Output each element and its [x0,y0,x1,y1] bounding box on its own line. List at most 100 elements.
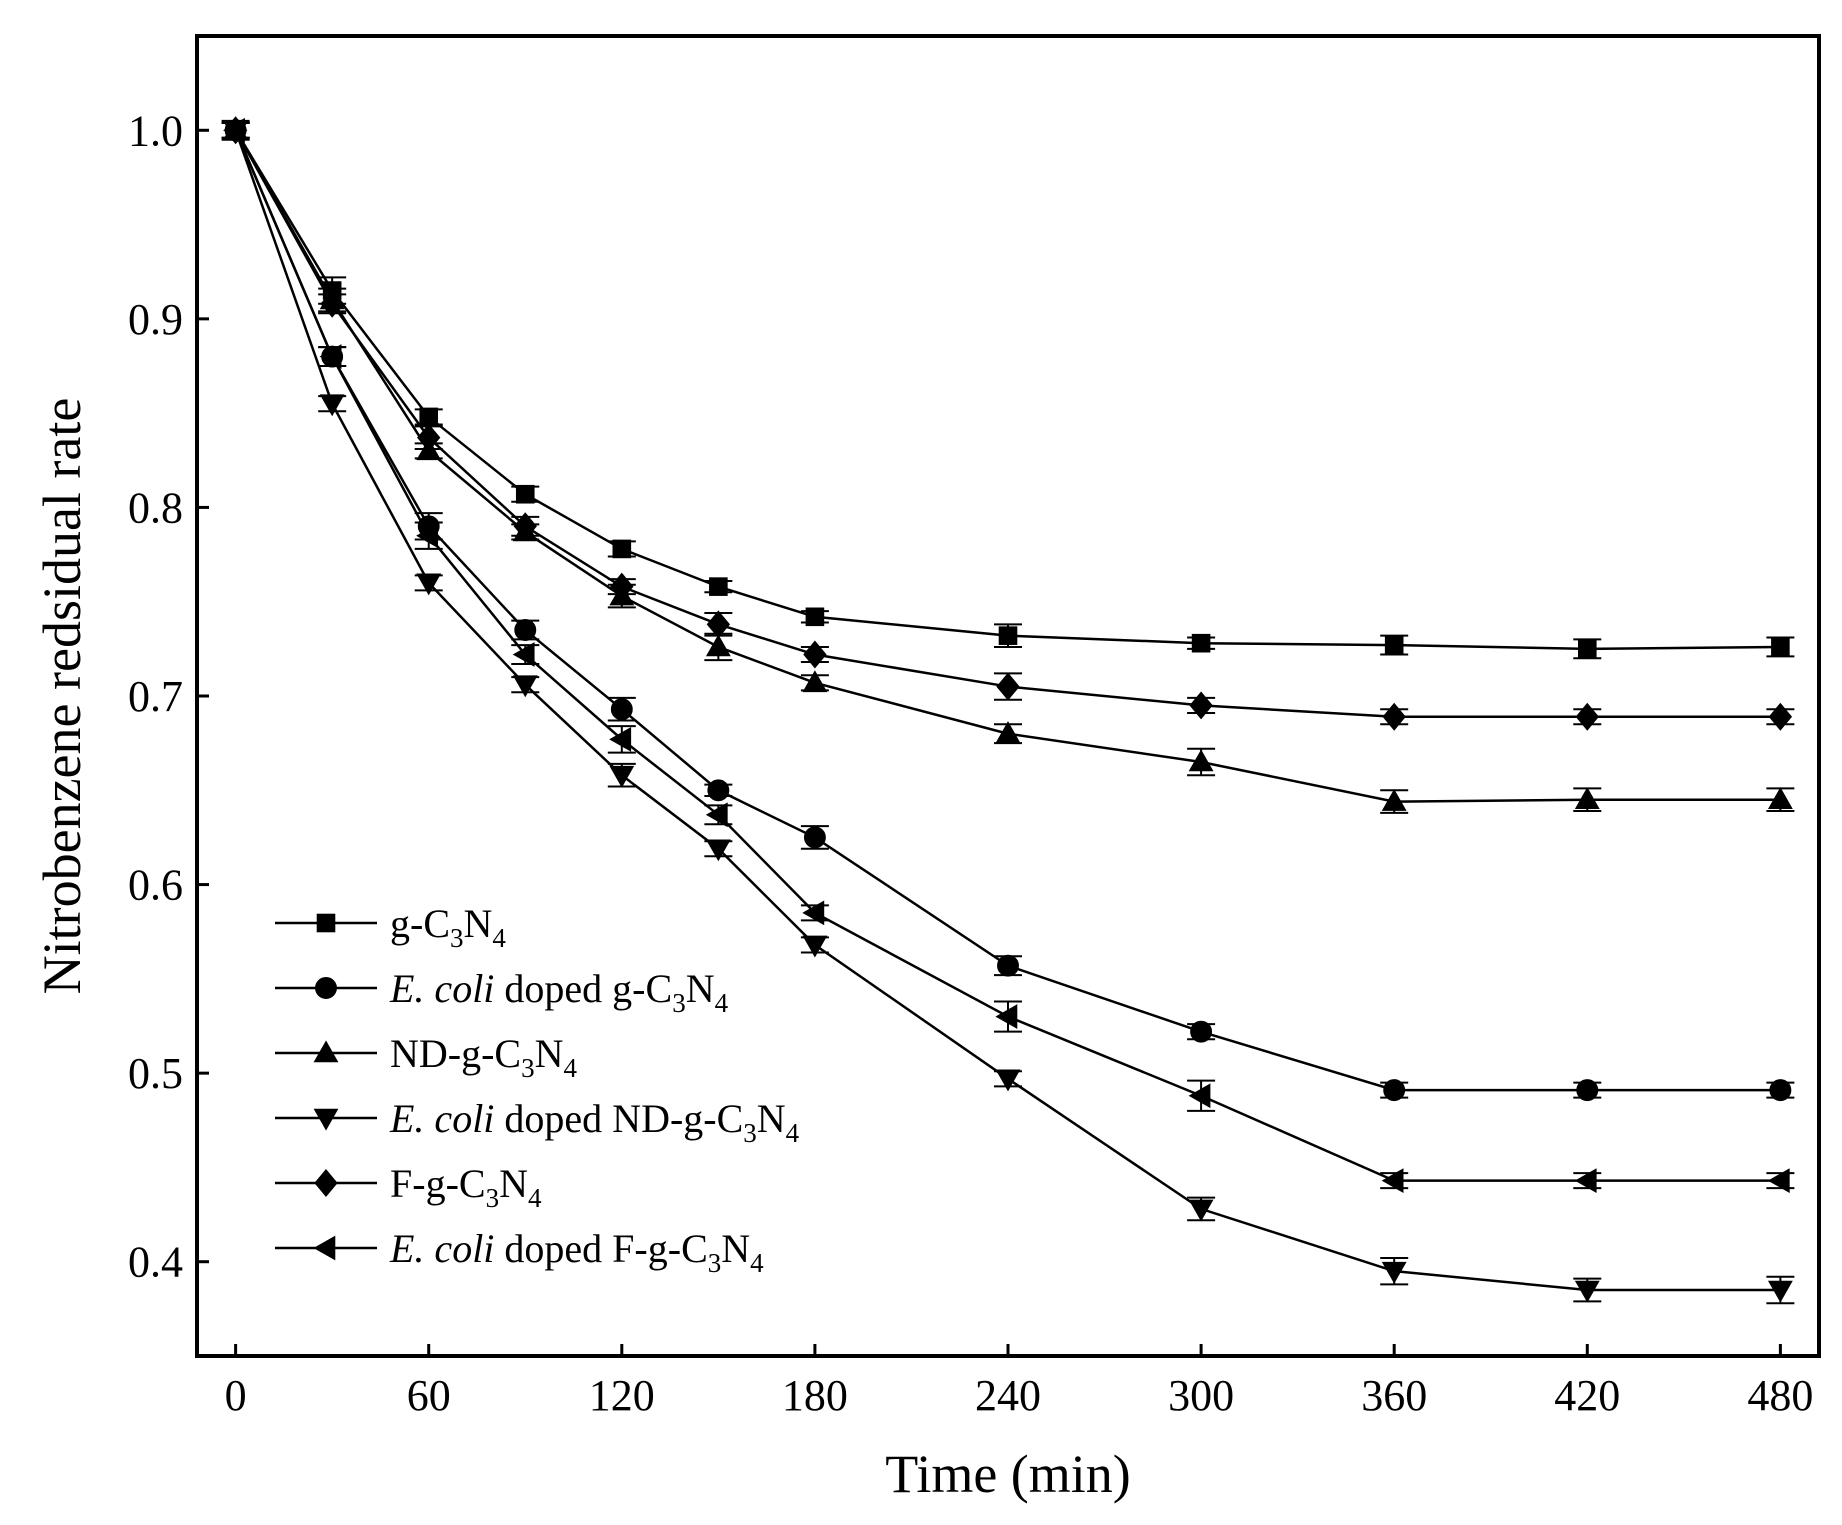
series-3 [221,120,1795,1305]
data-point [1188,1083,1211,1109]
y-tick-label: 0.4 [128,1238,183,1287]
data-point [1767,1280,1793,1303]
y-tick-label: 0.5 [128,1049,183,1098]
legend-subscript: 4 [528,1183,542,1213]
x-tick-label: 60 [407,1371,451,1420]
legend-marker [313,1235,336,1261]
legend-label: ND-g-C3N4 [390,1031,577,1083]
x-tick-label: 360 [1361,1371,1427,1420]
data-point [416,523,439,549]
data-point [419,407,439,427]
data-point [998,626,1018,645]
series-2 [221,117,1795,814]
data-point [512,642,535,667]
data-point [706,610,731,639]
y-tick-label: 0.9 [128,295,183,344]
legend-item: F-g-C3N4 [275,1161,542,1213]
y-tick-label: 0.7 [128,672,183,721]
data-point [1188,749,1214,772]
data-point [610,572,634,601]
x-axis-title: Time (min) [885,1444,1131,1504]
data-point [1771,637,1790,657]
data-point [1383,1079,1406,1102]
data-point [995,721,1021,744]
legend-subscript: 4 [492,923,506,953]
x-tick-label: 420 [1554,1371,1620,1420]
data-point [1381,1261,1407,1284]
data-point [1191,633,1211,653]
data-point [1769,1079,1792,1102]
data-point [803,826,826,849]
data-point [996,672,1020,701]
series-line [234,129,1781,1182]
data-point [513,512,537,541]
data-point [802,670,828,693]
legend-item: E. coli doped ND-g-C3N4 [275,1096,800,1148]
legend-base: g-C [390,901,450,946]
data-point [512,675,538,698]
data-point [1381,1168,1404,1194]
plot-frame [195,34,1821,1358]
data-point [997,954,1019,977]
data-point [1574,1168,1597,1194]
tick-labels: 0 60 120 180 240 300 360 420 480 0.4 0.5 0.6 0.7 0.8 0… [128,106,1813,1420]
series-line [234,129,1781,1092]
legend-mid: N [721,1226,750,1271]
legend-item: E. coli doped F-g-C3N4 [275,1226,764,1278]
legend-mid: N [535,1031,564,1076]
legend-subscript: 3 [708,1248,722,1278]
legend-label: g-C3N4 [390,901,506,953]
data-point [609,726,632,752]
data-point [995,1069,1021,1092]
data-point [609,765,635,788]
legend-subscript: 4 [750,1248,764,1278]
y-tick-label: 1.0 [128,106,183,155]
series-line [234,129,1781,1292]
data-point [1384,635,1404,655]
legend-item: g-C3N4 [275,901,506,953]
series-line [234,129,1781,718]
data-point [1767,787,1793,810]
data-point [805,607,825,627]
x-tick-label: 300 [1168,1371,1234,1420]
data-point [709,577,728,596]
legend-mid: N [757,1096,786,1141]
legend-subscript: 3 [521,1053,535,1083]
plot-series [221,116,1795,1305]
legend-italic: E. coli [389,966,494,1011]
data-point [1381,789,1407,811]
legend-italic: E. coli [389,1226,494,1271]
legend-mid: N [686,966,715,1011]
data-point [319,394,345,417]
data-point [1382,702,1406,731]
legend-mid: N [499,1161,528,1206]
data-point [1575,702,1599,731]
legend-base: F-g-C [390,1161,486,1206]
data-point [612,539,632,559]
x-tick-label: 120 [589,1371,655,1420]
data-point [1574,1280,1600,1303]
legend-subscript: 4 [715,988,729,1018]
legend-marker [316,913,336,933]
legend-item: E. coli doped g-C3N4 [275,966,729,1018]
data-point [610,698,633,721]
legend-marker [313,1108,339,1131]
data-point [802,935,828,958]
data-point [320,289,344,318]
data-point [515,484,535,504]
legend-label: E. coli doped F-g-C3N4 [389,1226,764,1278]
data-point [1190,1020,1213,1043]
data-point [223,117,245,143]
data-point [1577,639,1597,659]
data-point [705,802,728,828]
x-tick-label: 240 [975,1371,1041,1420]
data-point [1188,1199,1214,1222]
data-point [1189,691,1213,720]
series-1 [221,119,1795,1102]
legend-label: E. coli doped ND-g-C3N4 [389,1096,800,1148]
legend-mid: N [464,901,493,946]
data-point [319,344,342,369]
legend-base: ND-g-C [390,1031,521,1076]
series-5 [221,117,1795,1194]
